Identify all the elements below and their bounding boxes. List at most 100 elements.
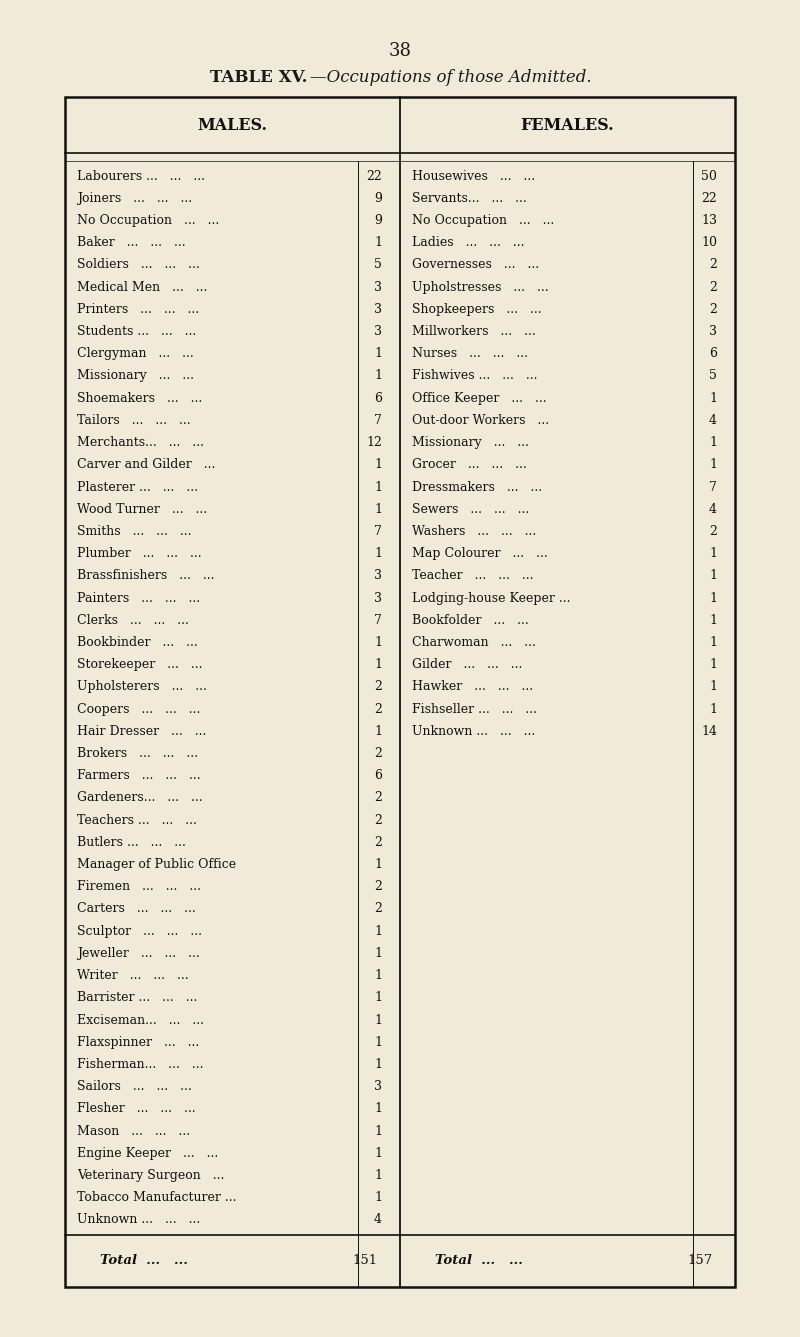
Text: 7: 7 [374, 525, 382, 537]
Text: 1: 1 [374, 925, 382, 937]
Text: 1: 1 [709, 547, 717, 560]
Text: Plumber   ...   ...   ...: Plumber ... ... ... [77, 547, 202, 560]
Text: Smiths   ...   ...   ...: Smiths ... ... ... [77, 525, 191, 537]
Text: 9: 9 [374, 191, 382, 205]
Text: 7: 7 [374, 614, 382, 627]
Text: Unknown ...   ...   ...: Unknown ... ... ... [412, 725, 535, 738]
Text: Fishwives ...   ...   ...: Fishwives ... ... ... [412, 369, 538, 382]
Text: 1: 1 [709, 658, 717, 671]
Text: 2: 2 [374, 836, 382, 849]
Text: Medical Men   ...   ...: Medical Men ... ... [77, 281, 207, 294]
Text: 151: 151 [353, 1254, 378, 1267]
Text: 1: 1 [709, 570, 717, 583]
Text: Mason   ...   ...   ...: Mason ... ... ... [77, 1124, 190, 1138]
Text: Missionary   ...   ...: Missionary ... ... [412, 436, 529, 449]
Text: 10: 10 [701, 237, 717, 249]
Text: Engine Keeper   ...   ...: Engine Keeper ... ... [77, 1147, 218, 1159]
Text: Firemen   ...   ...   ...: Firemen ... ... ... [77, 880, 201, 893]
Text: Wood Turner   ...   ...: Wood Turner ... ... [77, 503, 207, 516]
Text: 1: 1 [374, 459, 382, 472]
Text: Fishseller ...   ...   ...: Fishseller ... ... ... [412, 703, 537, 715]
Text: Storekeeper   ...   ...: Storekeeper ... ... [77, 658, 202, 671]
Text: 2: 2 [709, 525, 717, 537]
Text: —Occupations of those Admitted.: —Occupations of those Admitted. [310, 70, 592, 86]
Text: 1: 1 [374, 947, 382, 960]
Text: 1: 1 [374, 1013, 382, 1027]
Text: 1: 1 [374, 1058, 382, 1071]
Text: 3: 3 [709, 325, 717, 338]
Text: 1: 1 [709, 681, 717, 694]
Text: Tobacco Manufacturer ...: Tobacco Manufacturer ... [77, 1191, 237, 1205]
Text: 157: 157 [688, 1254, 713, 1267]
Text: Veterinary Surgeon   ...: Veterinary Surgeon ... [77, 1169, 224, 1182]
Text: 1: 1 [374, 1169, 382, 1182]
Text: Butlers ...   ...   ...: Butlers ... ... ... [77, 836, 186, 849]
Text: Farmers   ...   ...   ...: Farmers ... ... ... [77, 769, 201, 782]
Text: 1: 1 [374, 1191, 382, 1205]
Text: Manager of Public Office: Manager of Public Office [77, 858, 236, 872]
Text: Upholsterers   ...   ...: Upholsterers ... ... [77, 681, 207, 694]
Text: 2: 2 [374, 880, 382, 893]
Text: Printers   ...   ...   ...: Printers ... ... ... [77, 303, 199, 316]
Text: Coopers   ...   ...   ...: Coopers ... ... ... [77, 703, 200, 715]
Text: 1: 1 [709, 591, 717, 604]
Text: 22: 22 [366, 170, 382, 183]
Text: FEMALES.: FEMALES. [521, 116, 614, 134]
Text: TABLE XV.: TABLE XV. [210, 70, 307, 86]
Text: Plasterer ...   ...   ...: Plasterer ... ... ... [77, 480, 198, 493]
Text: Writer   ...   ...   ...: Writer ... ... ... [77, 969, 189, 983]
Text: 7: 7 [374, 414, 382, 427]
Text: Fisherman...   ...   ...: Fisherman... ... ... [77, 1058, 203, 1071]
Text: Shoemakers   ...   ...: Shoemakers ... ... [77, 392, 202, 405]
Bar [65, 98, 735, 1288]
Text: 1: 1 [374, 969, 382, 983]
Text: Teachers ...   ...   ...: Teachers ... ... ... [77, 814, 197, 826]
Text: 1: 1 [709, 614, 717, 627]
Text: Bookbinder   ...   ...: Bookbinder ... ... [77, 636, 198, 648]
Text: 5: 5 [709, 369, 717, 382]
Text: 3: 3 [374, 1080, 382, 1094]
Text: Brokers   ...   ...   ...: Brokers ... ... ... [77, 747, 198, 759]
Text: Merchants...   ...   ...: Merchants... ... ... [77, 436, 204, 449]
Text: Sewers   ...   ...   ...: Sewers ... ... ... [412, 503, 530, 516]
Text: 38: 38 [389, 41, 411, 60]
Text: 1: 1 [374, 725, 382, 738]
Text: Bookfolder   ...   ...: Bookfolder ... ... [412, 614, 529, 627]
Text: 1: 1 [374, 237, 382, 249]
Text: 1: 1 [374, 636, 382, 648]
Text: 1: 1 [374, 1102, 382, 1115]
Text: No Occupation   ...   ...: No Occupation ... ... [412, 214, 554, 227]
Text: Flaxspinner   ...   ...: Flaxspinner ... ... [77, 1036, 199, 1048]
Text: Washers   ...   ...   ...: Washers ... ... ... [412, 525, 536, 537]
Text: 3: 3 [374, 303, 382, 316]
Text: 2: 2 [374, 747, 382, 759]
Text: Students ...   ...   ...: Students ... ... ... [77, 325, 196, 338]
Text: Unknown ...   ...   ...: Unknown ... ... ... [77, 1214, 200, 1226]
Text: Total  ...   ...: Total ... ... [100, 1254, 188, 1267]
Text: Governesses   ...   ...: Governesses ... ... [412, 258, 539, 271]
Text: 1: 1 [374, 480, 382, 493]
Text: 5: 5 [374, 258, 382, 271]
Text: 2: 2 [374, 681, 382, 694]
Text: No Occupation   ...   ...: No Occupation ... ... [77, 214, 219, 227]
Text: 1: 1 [709, 436, 717, 449]
Text: Carters   ...   ...   ...: Carters ... ... ... [77, 902, 196, 916]
Text: Upholstresses   ...   ...: Upholstresses ... ... [412, 281, 549, 294]
Text: 2: 2 [374, 902, 382, 916]
Text: Gardeners...   ...   ...: Gardeners... ... ... [77, 792, 202, 805]
Text: 2: 2 [374, 703, 382, 715]
Text: 1: 1 [374, 991, 382, 1004]
Text: 2: 2 [709, 281, 717, 294]
Text: Exciseman...   ...   ...: Exciseman... ... ... [77, 1013, 204, 1027]
Text: Charwoman   ...   ...: Charwoman ... ... [412, 636, 536, 648]
Text: 14: 14 [701, 725, 717, 738]
Text: Sailors   ...   ...   ...: Sailors ... ... ... [77, 1080, 192, 1094]
Text: 3: 3 [374, 570, 382, 583]
Text: 4: 4 [709, 503, 717, 516]
Text: Servants...   ...   ...: Servants... ... ... [412, 191, 526, 205]
Text: Missionary   ...   ...: Missionary ... ... [77, 369, 194, 382]
Text: 6: 6 [374, 769, 382, 782]
Text: Hair Dresser   ...   ...: Hair Dresser ... ... [77, 725, 206, 738]
Text: Brassfinishers   ...   ...: Brassfinishers ... ... [77, 570, 214, 583]
Text: 1: 1 [374, 369, 382, 382]
